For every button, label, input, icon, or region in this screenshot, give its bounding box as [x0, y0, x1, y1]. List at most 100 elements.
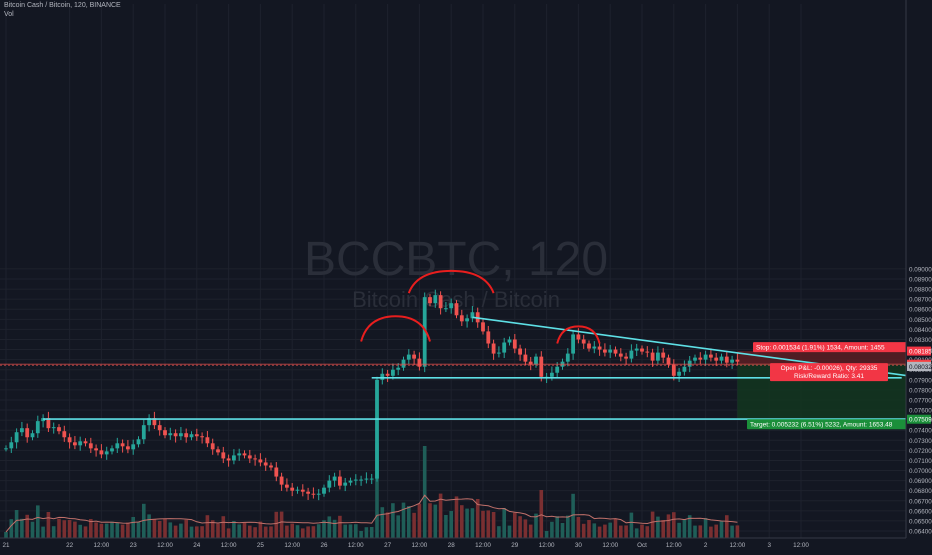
candle-body [502, 342, 507, 353]
candle-body [327, 480, 332, 488]
volume-bar [502, 508, 506, 538]
candle-body [422, 297, 427, 367]
candle-body [629, 350, 634, 359]
volume-bar [433, 504, 438, 538]
candle-body [258, 459, 263, 463]
volume-bar [14, 510, 19, 538]
time-axis: 21 22 12:00 23 12:00 24 12:00 25 12:00 26 12:00 27 1… [0, 537, 906, 550]
candle-body [512, 339, 517, 349]
candle-body [613, 349, 618, 354]
volume-bar [460, 505, 464, 538]
candle-body [703, 354, 708, 360]
candle-body [210, 443, 215, 450]
volume-bar [301, 528, 305, 538]
candle-body [348, 480, 353, 483]
time-axis-tick-label: 12:00 [475, 542, 491, 549]
candle-body [481, 322, 485, 332]
volume-bar [661, 520, 665, 538]
volume-bar [719, 520, 724, 538]
svg-text:Open P&L: -0.00026), Qty: 2933: Open P&L: -0.00026), Qty: 29335 [781, 365, 878, 372]
candle-body [719, 356, 724, 361]
volume-bar [290, 523, 294, 538]
volume-bar [274, 511, 279, 538]
candle-body [205, 437, 210, 444]
volume-bar [279, 511, 284, 538]
candle-body [550, 372, 554, 377]
volume-bar [666, 514, 671, 538]
candle-body [51, 427, 56, 429]
volume-bar [624, 525, 628, 538]
time-axis-tick-label: 12:00 [94, 542, 110, 549]
target-price-tag: 0.075091 [907, 414, 932, 424]
volume-moving-average [5, 494, 738, 533]
volume-bar [571, 493, 575, 538]
volume-bar [677, 522, 681, 538]
volume-bar [576, 517, 581, 538]
candle-body [576, 334, 581, 340]
candle-body [391, 369, 395, 376]
volume-bar [210, 520, 215, 538]
stop-loss-zone [737, 351, 932, 365]
shoulder-drawing-arc [360, 315, 431, 342]
volume-bar [592, 523, 597, 538]
svg-text:Risk/Reward Ratio: 3.41: Risk/Reward Ratio: 3.41 [794, 373, 864, 380]
symbol-header: Bitcoin Cash / Bitcoin, 120, BINANCE [4, 2, 121, 9]
volume-bar [359, 531, 363, 538]
volume-bar [407, 506, 411, 538]
candle-body [253, 458, 257, 460]
candle-body [724, 356, 729, 363]
volume-bar [730, 525, 734, 538]
volume-bar [104, 523, 109, 538]
volume-bar [51, 526, 56, 538]
volume-bar [30, 521, 35, 538]
candle-body [385, 373, 390, 376]
candle-body [459, 315, 464, 322]
volume-bar [237, 524, 241, 538]
candle-body [396, 367, 401, 370]
volume-bar [682, 519, 687, 538]
volume-bar [513, 512, 517, 538]
candle-body [730, 359, 734, 363]
candle-body [645, 351, 650, 353]
candle-body [608, 349, 613, 353]
volume-bar [465, 508, 469, 538]
volume-bar [539, 490, 544, 538]
candle-body [693, 357, 697, 361]
time-axis-tick-label: 2 [704, 542, 708, 549]
volume-bar [444, 515, 448, 538]
candle-body [290, 487, 295, 491]
volume-bar [703, 518, 708, 538]
candle-body [709, 354, 713, 358]
candle-body [300, 489, 305, 492]
candle-body [497, 352, 501, 354]
candle-body [232, 455, 236, 461]
time-axis-tick-label: 12:00 [539, 542, 555, 549]
candle-body [412, 354, 416, 359]
candle-body [661, 352, 666, 358]
time-axis-tick-label: 3 [767, 542, 771, 549]
svg-text:0.081855: 0.081855 [909, 349, 932, 356]
volume-bar [83, 526, 88, 538]
candle-body [147, 418, 151, 426]
candle-body [35, 421, 40, 434]
volume-bar [581, 523, 586, 538]
volume-bar [438, 493, 443, 538]
volume-bar [110, 521, 114, 538]
candle-body [285, 484, 289, 488]
candle-body [189, 434, 194, 438]
time-axis-tick-label: 12:00 [730, 542, 746, 549]
volume-bar [20, 518, 24, 538]
candle-body [470, 312, 475, 319]
volume-bar [560, 523, 565, 538]
candle-body [221, 452, 226, 459]
shoulder-drawing-arc [556, 325, 601, 344]
volume-bar [417, 503, 422, 538]
